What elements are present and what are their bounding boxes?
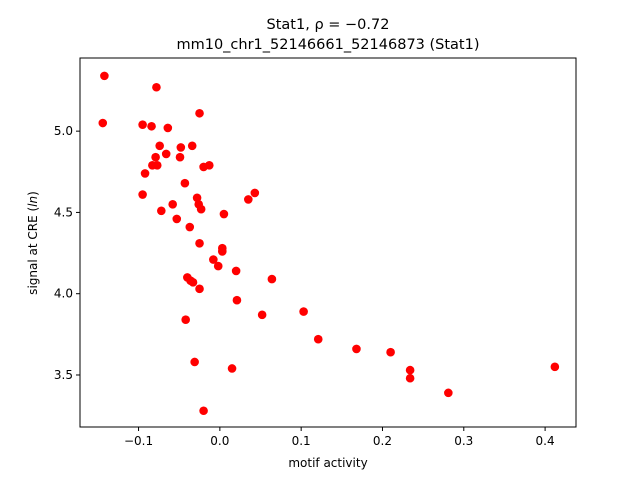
data-point [299, 307, 308, 316]
data-point [187, 141, 197, 151]
data-point [181, 315, 190, 325]
x-tick-label: 0.3 [454, 434, 473, 448]
data-point [213, 261, 223, 271]
y-tick-label: 4.5 [54, 205, 73, 219]
y-tick-label: 5.0 [54, 124, 73, 138]
data-point [172, 214, 182, 224]
data-point [386, 347, 395, 357]
data-point [232, 295, 242, 305]
x-tick-label: 0.4 [536, 434, 555, 448]
data-point [218, 247, 227, 256]
data-point [405, 365, 415, 375]
data-point [444, 388, 453, 398]
chart-title-rho: ρ = −0.72 [314, 17, 389, 33]
x-tick-label: 0.1 [292, 434, 311, 448]
y-tick-label: 4.0 [54, 287, 73, 301]
data-point [163, 123, 173, 133]
y-axis-label: signal at CRE (ln) [26, 191, 40, 295]
data-point [98, 118, 108, 128]
data-point [199, 162, 208, 172]
data-point [140, 169, 150, 178]
data-point [195, 284, 204, 294]
data-point [138, 190, 147, 199]
data-point [175, 152, 185, 162]
data-point [157, 206, 166, 216]
chart-title-line1: Stat1, ρ = −0.72 [267, 17, 390, 33]
y-axis-ticks: 3.5 4.0 4.5 5.0 [54, 124, 80, 382]
data-point [209, 255, 218, 264]
data-point [250, 188, 260, 198]
data-point [550, 362, 560, 372]
y-axis-label-suffix: ) [26, 191, 40, 196]
data-points [98, 71, 560, 416]
x-tick-label: 0.2 [373, 434, 392, 448]
data-point [152, 82, 161, 92]
data-point [195, 239, 204, 248]
plot-frame [79, 57, 577, 428]
data-point [405, 373, 415, 383]
data-point [100, 71, 109, 81]
data-point [147, 121, 156, 131]
x-axis-label: motif activity [288, 456, 367, 470]
y-axis-label-ln: ln [26, 196, 40, 207]
data-point [168, 200, 177, 209]
data-point [190, 357, 199, 367]
data-point [313, 334, 323, 344]
y-axis-label-prefix: signal at CRE ( [26, 207, 40, 295]
chart-title-line2: mm10_chr1_52146661_52146873 (Stat1) [176, 37, 479, 53]
data-point [161, 149, 171, 159]
data-point [196, 204, 206, 214]
data-point [185, 222, 195, 232]
data-point [151, 152, 160, 162]
data-point [195, 108, 204, 118]
data-point [244, 195, 253, 204]
data-point [227, 364, 237, 373]
data-point [180, 178, 190, 188]
x-tick-label: 0.0 [210, 434, 229, 448]
data-point [199, 406, 208, 416]
data-point [138, 120, 147, 129]
x-axis-ticks: −0.1 0.0 0.1 0.2 0.3 0.4 [124, 427, 555, 448]
data-point [267, 274, 277, 284]
y-tick-label: 3.5 [54, 368, 73, 382]
data-point [155, 141, 164, 151]
data-point [192, 193, 202, 203]
data-point [152, 160, 162, 170]
data-point [352, 344, 361, 354]
data-point [188, 278, 198, 287]
data-point [176, 143, 186, 152]
x-tick-label: −0.1 [124, 434, 153, 448]
data-point [231, 266, 241, 276]
data-point [257, 310, 267, 320]
chart-title-prefix: Stat1, [267, 17, 315, 33]
data-point [219, 209, 229, 219]
